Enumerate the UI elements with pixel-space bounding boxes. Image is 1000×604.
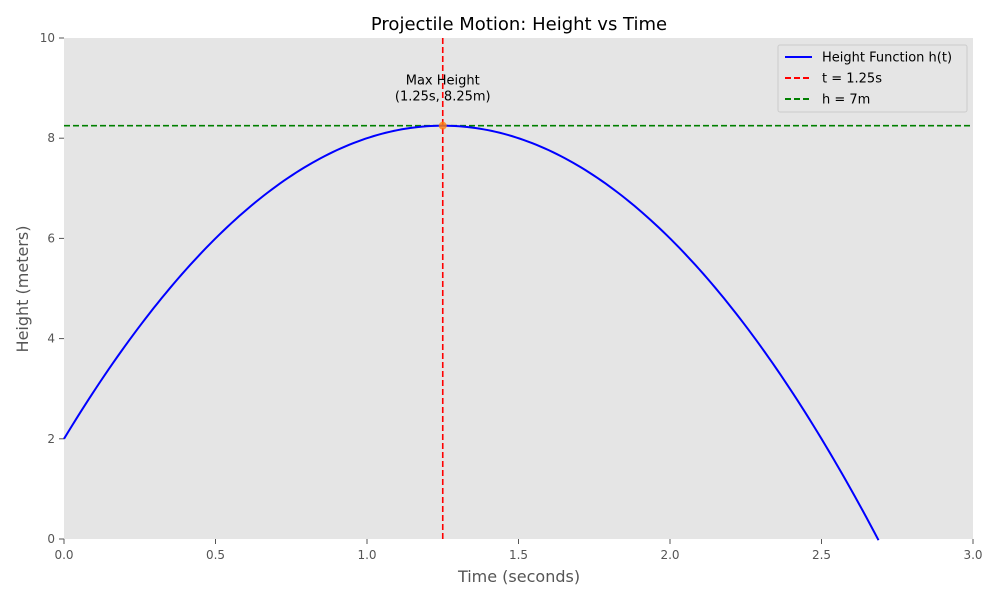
- y-tick-label: 6: [47, 231, 55, 245]
- annotation-line-1: Max Height: [406, 74, 480, 89]
- max-height-point: [438, 121, 447, 130]
- legend-label-vline: t = 1.25s: [822, 72, 882, 87]
- x-tick-label: 1.5: [509, 548, 528, 562]
- legend-box: [777, 44, 968, 113]
- series-layer: [63, 38, 973, 541]
- chart-title: Projectile Motion: Height vs Time: [371, 14, 667, 35]
- x-tick-label: 0.0: [54, 548, 73, 562]
- x-tick-label: 2.0: [660, 548, 679, 562]
- x-tick-label: 3.0: [963, 548, 982, 562]
- legend-label-hline: h = 7m: [822, 93, 870, 108]
- y-tick-label: 2: [47, 432, 55, 446]
- x-tick-label: 2.5: [812, 548, 831, 562]
- y-axis: 0 2 4 6 8 10: [40, 31, 64, 546]
- legend: Height Function h(t) t = 1.25s h = 7m: [777, 44, 968, 113]
- height-function-line: [63, 124, 880, 541]
- y-tick-label: 0: [47, 532, 55, 546]
- x-tick-label: 1.0: [357, 548, 376, 562]
- x-tick-label: 0.5: [206, 548, 225, 562]
- plot-area: [64, 38, 973, 539]
- annotation-line-2: (1.25s, 8.25m): [395, 90, 491, 105]
- y-tick-label: 4: [47, 332, 55, 346]
- x-axis: 0.0 0.5 1.0 1.5 2.0 2.5 3.0: [54, 539, 983, 562]
- max-height-annotation: Max Height (1.25s, 8.25m): [395, 74, 491, 105]
- legend-label-height-function: Height Function h(t): [822, 51, 952, 66]
- y-tick-label: 8: [47, 131, 55, 145]
- x-axis-label: Time (seconds): [457, 567, 580, 586]
- y-tick-label: 10: [40, 31, 55, 45]
- y-axis-label: Height (meters): [13, 226, 32, 353]
